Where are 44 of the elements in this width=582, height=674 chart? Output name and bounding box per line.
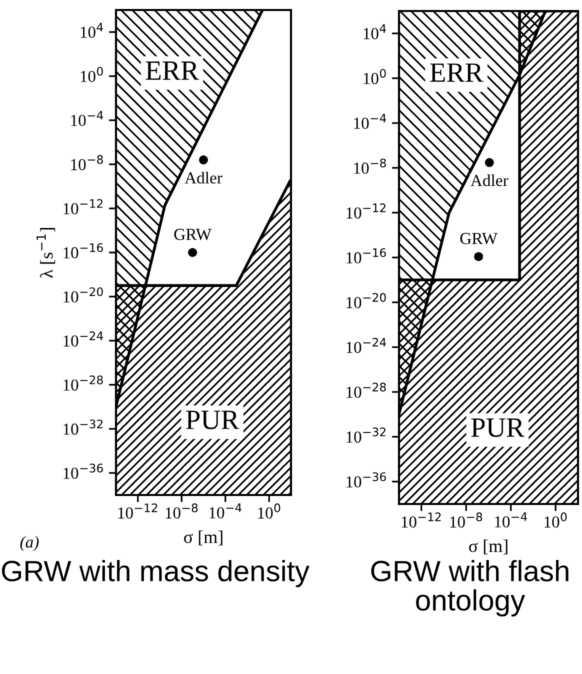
y-tick-label: 10$^{4}$: [364, 24, 386, 40]
y-tick-label: 10$^{4}$: [80, 22, 103, 38]
y-tick-label: 10$^{−32}$: [346, 428, 386, 443]
y-tick-label: 10$^{−8}$: [71, 155, 103, 170]
y-tick-label: 10$^{−20}$: [346, 293, 386, 308]
y-tick-label: 10$^{−16}$: [64, 243, 103, 258]
y-tick-label: 10$^{−4}$: [71, 111, 104, 126]
y-tick-label: 10$^{−24}$: [346, 338, 386, 354]
y-tick-label: 10$^{0}$: [80, 66, 103, 82]
y-tick-label: 10$^{−36}$: [64, 464, 103, 479]
y-tick-label: 10$^{0}$: [364, 68, 386, 84]
y-tick-label: 10$^{−28}$: [346, 382, 386, 398]
x-tick-label: 10$^{−4}$: [495, 512, 527, 528]
x-tick-label: 10$^{0}$: [544, 512, 567, 528]
text: (a): [20, 536, 39, 552]
y-tick-label: 10$^{−32}$: [64, 420, 102, 435]
annotation: GRW: [174, 228, 212, 240]
y-axis-title: λ [s$^{−1}$]: [36, 228, 56, 278]
y-tick-label: 10$^{−20}$: [64, 287, 103, 303]
y-tick-label: 10$^{−12}$: [346, 203, 386, 219]
x-tick-label: 10$^{−12}$: [402, 512, 441, 528]
y-tick-label: 10$^{−8}$: [354, 158, 386, 174]
text: GRW with mass density: [2, 560, 310, 588]
annotation: PUR: [186, 410, 240, 430]
x-tick-label: 10$^{−12}$: [118, 503, 158, 519]
x-axis-title: σ [m]: [469, 539, 508, 554]
y-tick-label: 10$^{−36}$: [346, 472, 386, 488]
annotation: PUR: [471, 418, 524, 438]
annotation: ERR: [146, 62, 199, 80]
x-axis-title: σ [m]: [184, 530, 222, 546]
y-tick-label: 10$^{−28}$: [64, 376, 103, 391]
y-tick-label: 10$^{−24}$: [64, 331, 103, 347]
annotation: Adler: [470, 174, 508, 186]
y-tick-label: 10$^{−16}$: [346, 248, 386, 264]
annotation: ERR: [430, 64, 484, 82]
x-tick-label: 10$^{−4}$: [210, 503, 242, 518]
annotation: GRW: [460, 232, 498, 244]
text: GRW with flash ontology: [371, 560, 568, 616]
annotation: Adler: [184, 172, 222, 184]
x-tick-label: 10$^{−8}$: [166, 503, 198, 519]
x-tick-label: 10$^{−8}$: [450, 512, 482, 528]
y-tick-label: 10$^{−4}$: [354, 114, 386, 129]
y-tick-label: 10$^{−12}$: [64, 199, 102, 214]
x-tick-label: 10$^{0}$: [258, 503, 280, 519]
